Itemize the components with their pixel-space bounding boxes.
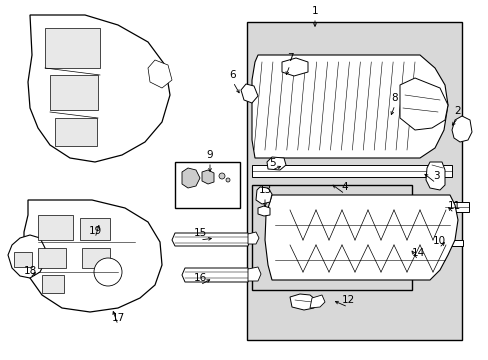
Bar — [82, 248, 110, 268]
Bar — [38, 215, 73, 240]
Bar — [45, 28, 100, 68]
Text: 1: 1 — [311, 6, 318, 16]
Polygon shape — [289, 294, 315, 310]
Polygon shape — [24, 200, 162, 312]
Polygon shape — [258, 206, 269, 216]
Text: 10: 10 — [431, 236, 445, 246]
Polygon shape — [148, 60, 172, 88]
Text: 17: 17 — [111, 313, 124, 323]
Text: 6: 6 — [229, 70, 236, 80]
Bar — [80, 218, 110, 240]
Circle shape — [219, 173, 224, 179]
Polygon shape — [399, 78, 447, 130]
Polygon shape — [241, 84, 258, 103]
Polygon shape — [282, 58, 307, 76]
Polygon shape — [182, 168, 200, 188]
Bar — [251, 165, 451, 177]
Polygon shape — [266, 157, 285, 170]
Text: 16: 16 — [193, 273, 206, 283]
Polygon shape — [172, 233, 249, 246]
Polygon shape — [264, 195, 457, 280]
Polygon shape — [451, 116, 471, 142]
Text: 19: 19 — [88, 226, 102, 236]
Text: 7: 7 — [286, 53, 293, 63]
Text: 15: 15 — [193, 228, 206, 238]
Bar — [446, 240, 462, 246]
Polygon shape — [8, 235, 45, 278]
Polygon shape — [251, 55, 447, 158]
Text: 4: 4 — [341, 182, 347, 192]
Text: 3: 3 — [432, 171, 438, 181]
Polygon shape — [247, 267, 261, 281]
Bar — [38, 248, 66, 268]
Bar — [14, 252, 32, 267]
Bar — [42, 275, 64, 293]
Text: 8: 8 — [391, 93, 398, 103]
Text: 14: 14 — [410, 248, 424, 258]
Polygon shape — [309, 295, 325, 308]
Polygon shape — [425, 162, 444, 190]
Text: 12: 12 — [341, 295, 354, 305]
Text: 5: 5 — [268, 158, 275, 168]
Text: 9: 9 — [206, 150, 213, 160]
Bar — [175, 162, 240, 208]
Bar — [251, 185, 411, 290]
Polygon shape — [28, 15, 170, 162]
Text: 11: 11 — [447, 201, 460, 211]
Polygon shape — [247, 232, 259, 244]
Polygon shape — [246, 22, 461, 340]
Text: 13: 13 — [258, 185, 271, 195]
Bar — [55, 118, 97, 146]
Bar — [50, 75, 98, 110]
Circle shape — [225, 178, 229, 182]
Polygon shape — [256, 187, 271, 204]
Polygon shape — [182, 268, 249, 282]
Circle shape — [94, 258, 122, 286]
Polygon shape — [202, 170, 214, 184]
Bar — [444, 202, 468, 212]
Text: 18: 18 — [23, 266, 37, 276]
Text: 2: 2 — [454, 106, 460, 116]
